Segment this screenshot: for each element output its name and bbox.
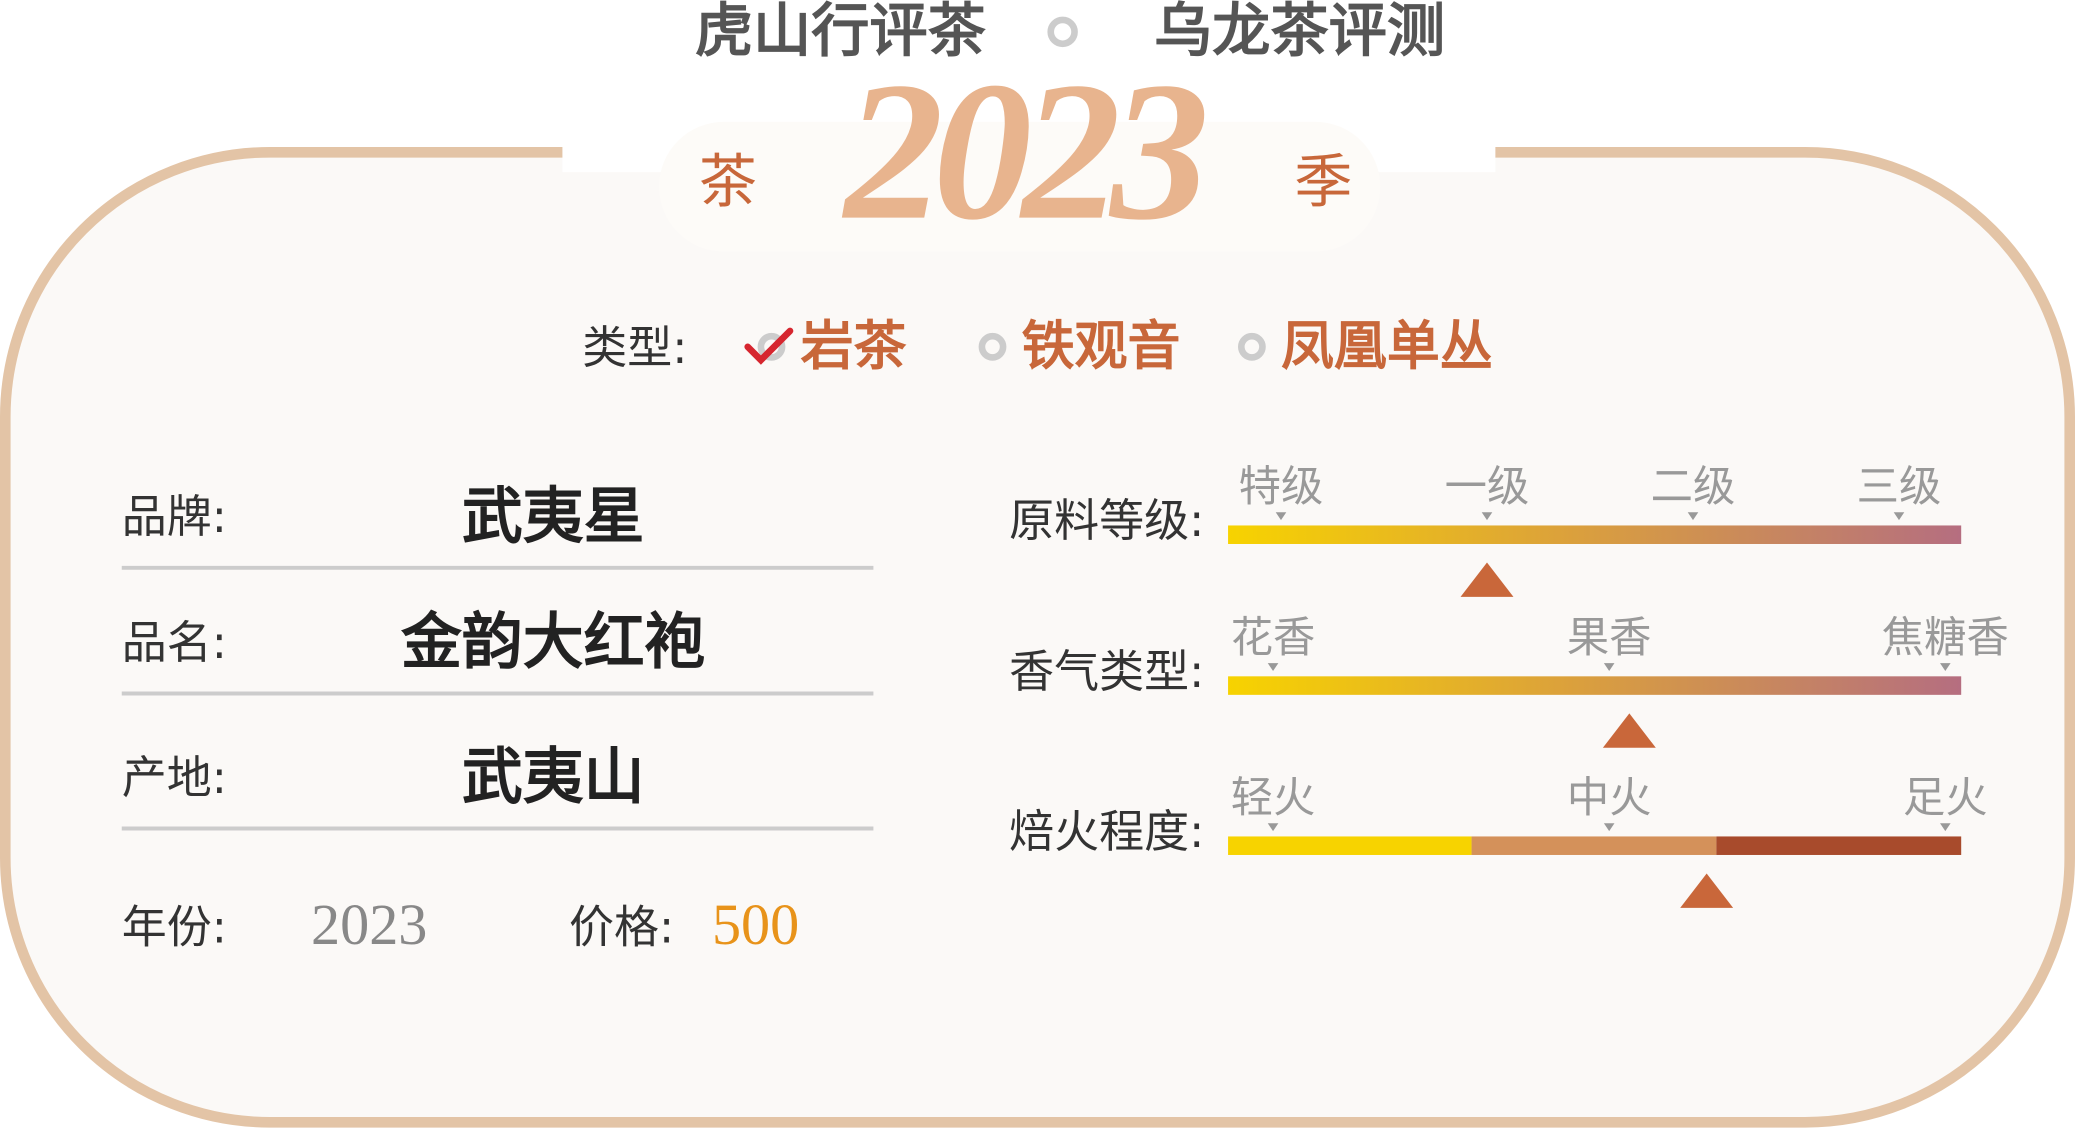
scale-label: 焙火程度: xyxy=(1009,805,1204,858)
season-suffix: 季 xyxy=(1294,147,1352,215)
tick-arrow xyxy=(1940,663,1951,672)
year-title: 2023 xyxy=(841,41,1204,261)
scale-marker xyxy=(1460,562,1514,597)
scale-tick-label: 足火 xyxy=(1903,773,1988,822)
check-mark xyxy=(744,327,794,365)
field-value: 武夷山 xyxy=(462,741,645,812)
title-dot xyxy=(1047,16,1078,48)
field-value: 金韵大红袍 xyxy=(400,606,705,677)
scale-bar xyxy=(1228,836,1472,855)
tick-arrow xyxy=(1267,823,1279,832)
tick-arrow xyxy=(1481,512,1493,521)
scale-label: 香气类型: xyxy=(1009,645,1204,698)
tick-arrow xyxy=(1267,663,1279,672)
option-circle xyxy=(978,332,1007,361)
scale-label: 原料等级: xyxy=(1009,494,1204,547)
season-prefix: 茶 xyxy=(699,147,757,215)
tick-arrow xyxy=(1603,663,1615,672)
option-circle xyxy=(757,332,786,361)
scale-tick-label: 一级 xyxy=(1445,462,1530,511)
scale-tick-label: 中火 xyxy=(1567,773,1652,822)
scale-bar xyxy=(1716,836,1962,855)
scale-tick-label: 轻火 xyxy=(1231,773,1316,822)
scale-tick-label: 焦糖香 xyxy=(1882,613,2009,662)
year-badge xyxy=(659,121,1381,252)
scale-tick-label: 二级 xyxy=(1651,462,1736,511)
field-label: 品名: xyxy=(122,616,227,669)
scale-marker xyxy=(1680,873,1734,908)
scale-tick-label: 三级 xyxy=(1857,462,1942,511)
price-label: 价格: xyxy=(569,900,674,953)
price-value: 500 xyxy=(712,892,799,957)
scale-marker xyxy=(1602,713,1656,748)
card-frame xyxy=(0,146,2075,1128)
scale-bar xyxy=(1471,836,1717,855)
tick-arrow xyxy=(1687,512,1699,521)
scale-bar xyxy=(1228,676,1962,695)
tick-arrow xyxy=(1940,823,1951,832)
field-value: 武夷星 xyxy=(462,481,645,552)
scale-tick-label: 花香 xyxy=(1231,613,1316,662)
scale-tick-label: 果香 xyxy=(1567,613,1652,662)
brand-title: 虎山行评茶 xyxy=(695,0,987,65)
type-label: 类型: xyxy=(582,321,687,374)
field-label: 品牌: xyxy=(122,490,227,543)
type-option: 铁观音 xyxy=(1022,316,1181,377)
tick-arrow xyxy=(1275,512,1287,521)
series-title: 乌龙茶评测 xyxy=(1154,0,1445,65)
scale-bar xyxy=(1228,525,1962,544)
type-option: 凤凰单丛 xyxy=(1281,316,1493,377)
tick-arrow xyxy=(1603,823,1615,832)
field-label: 产地: xyxy=(122,751,227,804)
tick-arrow xyxy=(1893,512,1905,521)
scale-tick-label: 特级 xyxy=(1239,462,1324,511)
option-circle xyxy=(1237,332,1266,361)
type-option: 岩茶 xyxy=(801,316,907,377)
year-label: 年份: xyxy=(122,900,227,953)
year-value: 2023 xyxy=(311,892,427,957)
